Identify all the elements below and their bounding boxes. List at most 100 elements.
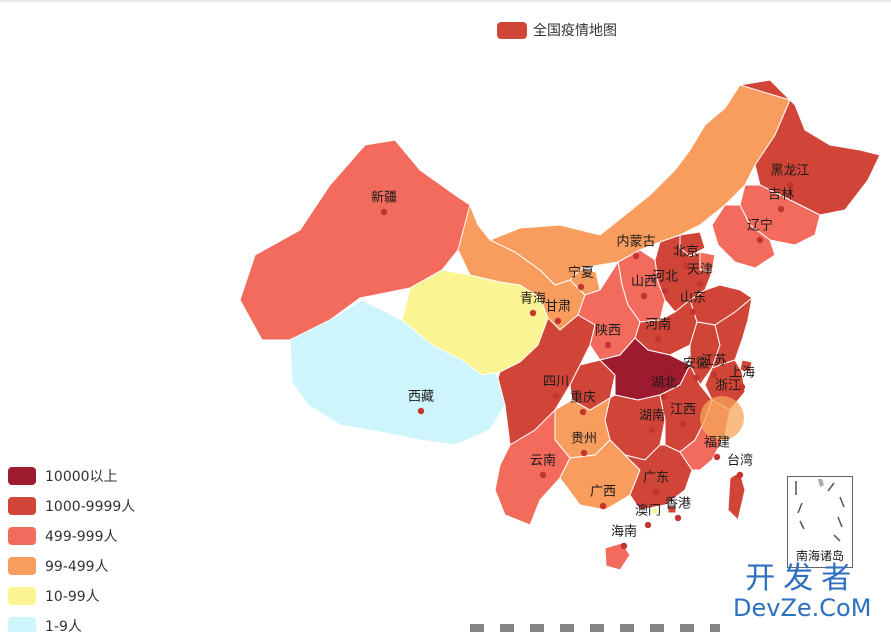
series-legend[interactable]: 全国疫情地图	[497, 20, 617, 40]
visual-map-item[interactable]: 1-9人	[8, 611, 135, 632]
province-region[interactable]	[711, 204, 776, 269]
province-region[interactable]	[494, 408, 571, 526]
province-label: 西藏	[407, 389, 435, 405]
province-label: 陕西	[594, 323, 622, 339]
province-region[interactable]	[739, 359, 753, 373]
visual-map-item[interactable]: 10000以上	[8, 461, 135, 491]
visual-map-item[interactable]: 10-99人	[8, 581, 135, 611]
province-label: 宁夏	[567, 265, 595, 281]
hover-highlight	[700, 396, 744, 440]
visual-map-swatch	[8, 617, 36, 632]
province-label: 台湾	[726, 453, 754, 469]
province-label: 湖南	[638, 408, 666, 424]
watermark: 开发者 DevZe.CoM	[733, 561, 872, 622]
province-label: 内蒙古	[616, 234, 656, 250]
province-dot	[654, 335, 662, 343]
province-dot	[674, 514, 682, 522]
province-label: 新疆	[370, 190, 398, 206]
province-label: 广东	[642, 470, 670, 486]
province-dot	[644, 521, 652, 529]
province-region[interactable]	[604, 542, 631, 571]
visual-map-swatch	[8, 527, 36, 545]
province-dot	[539, 471, 547, 479]
visual-map-label: 1000-9999人	[45, 499, 136, 515]
province-label: 浙江	[714, 378, 742, 394]
inset-label: 南海诸岛	[795, 549, 844, 563]
province-dot	[640, 292, 648, 300]
visual-map-label: 10-99人	[45, 589, 100, 605]
visual-map-item[interactable]: 499-999人	[8, 521, 135, 551]
province-label: 北京	[672, 244, 700, 260]
province-dot	[599, 502, 607, 510]
province-label: 澳门	[634, 503, 662, 519]
province-region[interactable]	[727, 471, 746, 521]
province-dot	[713, 453, 721, 461]
province-dot	[786, 181, 794, 189]
province-dot	[577, 283, 585, 291]
province-dot	[580, 449, 588, 457]
province-region[interactable]	[651, 507, 659, 515]
watermark-cn: 开发者	[745, 561, 860, 596]
visual-map-swatch	[8, 587, 36, 605]
visual-map-swatch	[8, 467, 36, 485]
province-label: 安徽	[682, 356, 710, 372]
visual-map-item[interactable]: 1000-9999人	[8, 491, 135, 521]
province-dot	[417, 407, 425, 415]
province-label: 甘肃	[544, 299, 572, 315]
province-label: 河北	[651, 269, 679, 285]
province-label: 吉林	[767, 187, 795, 203]
visual-map-label: 1-9人	[45, 619, 82, 632]
province-dot	[736, 471, 744, 479]
province-dot	[604, 341, 612, 349]
visual-map-legend[interactable]: 10000以上 1000-9999人 499-999人 99-499人 10-99人 1-…	[8, 461, 135, 632]
province-dot	[682, 262, 690, 270]
province-label: 贵州	[570, 431, 598, 447]
south-china-sea-inset: 南海诸岛	[787, 476, 853, 568]
south-china-sea-islands-icon	[795, 479, 845, 542]
visual-map-label: 499-999人	[45, 529, 118, 545]
province-label: 香港	[664, 496, 692, 512]
province-dot	[648, 426, 656, 434]
province-dot	[756, 236, 764, 244]
province-dot	[579, 408, 587, 416]
visual-map-label: 99-499人	[45, 559, 109, 575]
province-label: 湖北	[650, 375, 678, 391]
province-dot	[552, 392, 560, 400]
province-dot	[692, 374, 700, 382]
visual-map-label: 10000以上	[45, 469, 118, 485]
series-legend-swatch	[497, 21, 527, 39]
cropped-caption-strip	[470, 624, 720, 632]
province-dot	[696, 280, 704, 288]
province-label: 广西	[589, 484, 617, 500]
province-region[interactable]	[711, 296, 753, 369]
province-region[interactable]	[667, 505, 677, 514]
province-region[interactable]	[739, 79, 881, 216]
province-dot	[710, 371, 718, 379]
province-label: 海南	[610, 524, 638, 540]
province-region[interactable]	[497, 314, 596, 446]
province-label: 辽宁	[746, 218, 774, 234]
province-dot	[689, 308, 697, 316]
province-label: 江西	[669, 402, 697, 418]
province-label: 上海	[728, 365, 756, 381]
province-label: 福建	[703, 435, 731, 451]
province-label: 河南	[644, 317, 672, 333]
province-label: 云南	[529, 453, 557, 469]
visual-map-item[interactable]: 99-499人	[8, 551, 135, 581]
watermark-en: DevZe.CoM	[733, 594, 872, 622]
province-dot	[652, 488, 660, 496]
visual-map-swatch	[8, 557, 36, 575]
top-divider	[0, 0, 891, 2]
province-label: 重庆	[569, 390, 597, 406]
province-dot	[620, 542, 628, 550]
province-dot	[777, 205, 785, 213]
province-dot	[380, 208, 388, 216]
province-label: 黑龙江	[770, 163, 810, 179]
province-region[interactable]	[623, 444, 693, 511]
province-dot	[661, 287, 669, 295]
province-label: 山西	[630, 274, 658, 290]
province-label: 青海	[519, 291, 547, 307]
province-dot	[660, 393, 668, 401]
series-legend-label: 全国疫情地图	[533, 23, 617, 39]
